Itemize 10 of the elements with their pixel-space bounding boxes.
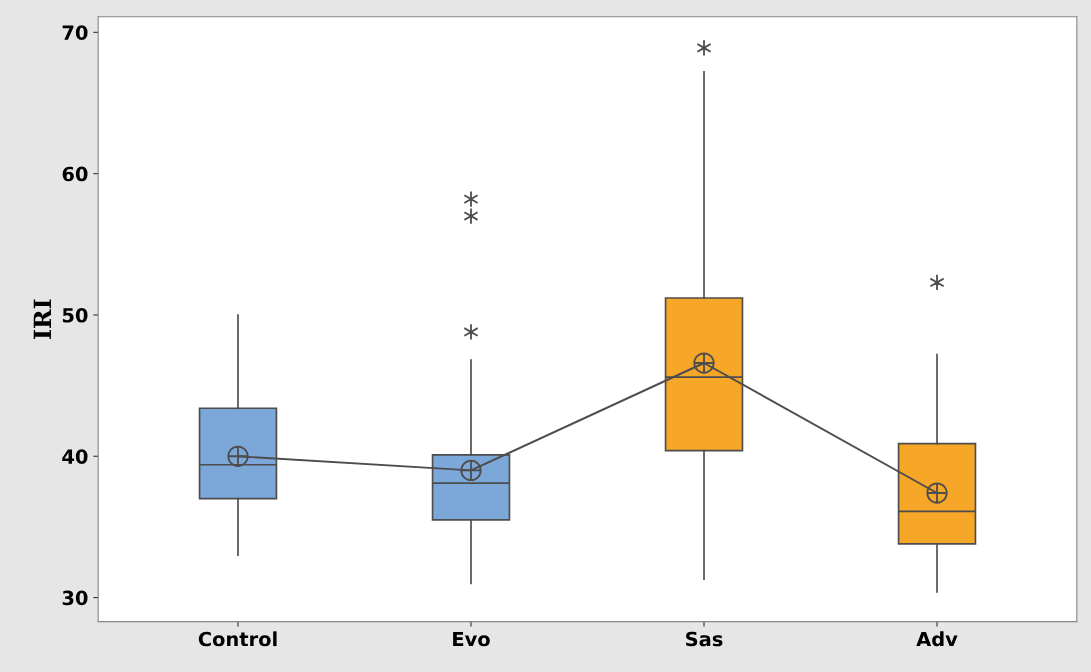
y-tick-label: 30 bbox=[62, 590, 88, 606]
x-tick-label: Sas bbox=[686, 631, 723, 647]
y-tick-label: 40 bbox=[62, 449, 88, 464]
y-tick-label: 50 bbox=[62, 307, 88, 323]
x-tick-label: Control bbox=[198, 631, 277, 647]
y-tick-label: 60 bbox=[62, 166, 88, 182]
x-tick-label: Adv bbox=[916, 631, 958, 647]
y-tick-label: 70 bbox=[62, 25, 88, 41]
y-axis-title: IRI bbox=[33, 299, 51, 339]
x-tick-label: Evo bbox=[453, 631, 490, 647]
